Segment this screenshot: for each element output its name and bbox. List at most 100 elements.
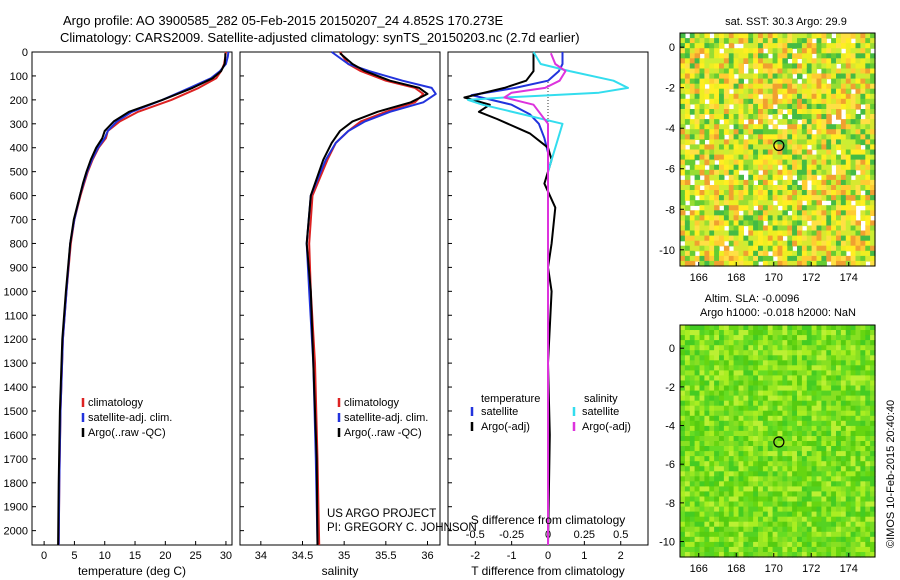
map-cell <box>762 190 769 196</box>
map-cell <box>840 88 847 95</box>
map-cell <box>699 486 705 492</box>
map-cell <box>865 93 871 100</box>
map-cell <box>811 516 818 523</box>
map-cell <box>821 83 827 90</box>
map-cell <box>792 235 798 242</box>
map-cell <box>777 466 783 472</box>
map-cell <box>723 38 730 44</box>
map-cell <box>801 185 808 191</box>
map-cell <box>850 250 857 257</box>
map-cell <box>821 129 827 135</box>
map-cell <box>801 325 808 331</box>
map-cell <box>748 53 754 59</box>
map-cell <box>816 98 822 105</box>
map-cell <box>714 43 720 49</box>
depth-tick-label: 200 <box>10 95 28 107</box>
map-cell <box>831 466 837 472</box>
map-cell <box>831 63 837 70</box>
map-cell <box>792 325 798 331</box>
map-cell <box>704 481 710 487</box>
map-cell <box>801 240 808 247</box>
map-cell <box>684 496 691 503</box>
map-cell <box>689 405 696 412</box>
map-cell <box>762 546 769 553</box>
map-cell <box>719 400 725 407</box>
map-cell <box>831 103 837 110</box>
map-cell <box>811 506 818 513</box>
map-cell <box>855 451 861 457</box>
map-cell <box>801 415 808 422</box>
map-cell <box>748 93 754 100</box>
map-cell <box>836 179 842 186</box>
map-cell <box>743 53 749 59</box>
map-cell <box>758 476 764 482</box>
map-cell <box>728 185 735 191</box>
map-cell <box>860 360 866 366</box>
map-cell <box>748 370 754 376</box>
map-cell <box>753 144 759 151</box>
map-cell <box>870 88 876 95</box>
map-cell <box>704 471 710 477</box>
map-cell <box>767 230 774 237</box>
map-cell <box>816 205 822 211</box>
map-cell <box>811 240 818 247</box>
map-cell <box>792 425 798 432</box>
map-cell <box>821 506 827 513</box>
map-cell <box>845 400 852 407</box>
map-cell <box>782 536 788 543</box>
map-cell <box>845 456 852 462</box>
map-cell <box>850 486 857 492</box>
map-cell <box>758 124 764 130</box>
map-cell <box>680 456 686 462</box>
map-cell <box>767 461 774 467</box>
map-cell <box>684 526 691 533</box>
map-cell <box>777 395 783 402</box>
map-cell <box>806 546 813 553</box>
map-cell <box>680 546 686 553</box>
map-cell <box>758 330 764 336</box>
map-cell <box>719 43 725 49</box>
map-cell <box>704 169 710 176</box>
map-cell <box>792 250 798 257</box>
map-cell <box>767 390 774 397</box>
map-cell <box>855 93 861 100</box>
map-cell <box>811 78 818 85</box>
map-cell <box>704 43 710 49</box>
map-cell <box>840 466 847 472</box>
map-cell <box>831 521 837 528</box>
map-cell <box>772 225 779 232</box>
map-cell <box>753 345 759 351</box>
map-cell <box>870 33 876 39</box>
map-cell <box>821 134 827 140</box>
map-cell <box>850 68 857 75</box>
map-cell <box>738 360 744 366</box>
map-cell <box>699 456 705 462</box>
map-cell <box>806 526 813 533</box>
map-cell <box>762 88 769 95</box>
map-cell <box>840 395 847 402</box>
map-cell <box>699 325 705 331</box>
map-cell <box>850 144 857 151</box>
map-cell <box>845 466 852 472</box>
map-cell <box>826 486 832 492</box>
map-cell <box>797 536 803 543</box>
map-cell <box>772 516 779 523</box>
map-cell <box>816 93 822 100</box>
map-cell <box>792 365 798 371</box>
map-cell <box>870 149 876 156</box>
map-cell <box>811 340 818 346</box>
map-cell <box>792 345 798 351</box>
map-cell <box>699 516 705 523</box>
map-cell <box>816 330 822 336</box>
map-cell <box>728 48 735 54</box>
map-cell <box>865 225 871 232</box>
map-cell <box>797 395 803 402</box>
map-cell <box>709 195 715 201</box>
map-cell <box>787 190 793 196</box>
map-cell <box>753 375 759 381</box>
map-cell <box>850 501 857 508</box>
map-cell <box>777 491 783 497</box>
map-cell <box>777 185 783 191</box>
map-cell <box>743 410 749 417</box>
map-cell <box>792 53 798 59</box>
